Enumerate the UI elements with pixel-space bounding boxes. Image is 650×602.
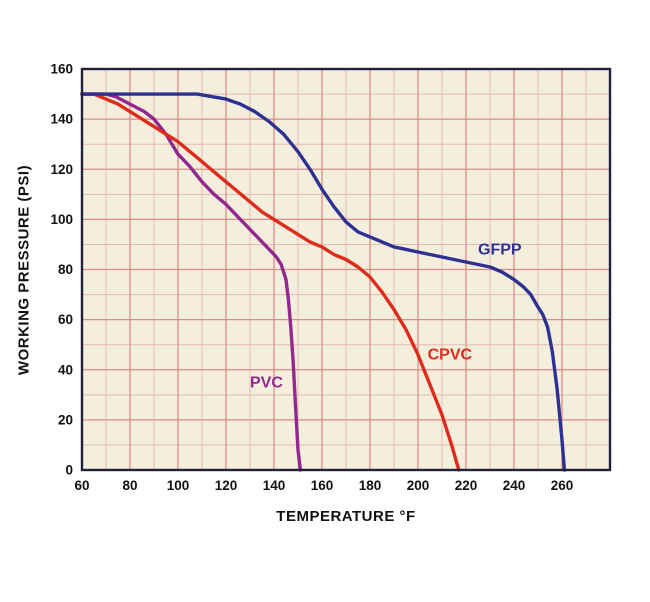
y-tick-label: 160 <box>50 62 73 77</box>
series-label-cpvc: CPVC <box>428 347 473 364</box>
y-tick-label: 20 <box>58 412 73 427</box>
x-tick-label: 100 <box>167 478 190 493</box>
x-tick-label: 260 <box>551 478 574 493</box>
y-tick-label: 40 <box>58 362 73 377</box>
curve-pvc <box>80 92 303 472</box>
plot-border <box>80 67 612 472</box>
y-tick-label: 80 <box>58 262 73 277</box>
x-tick-label: 60 <box>74 478 89 493</box>
x-tick-label: 200 <box>407 478 430 493</box>
x-tick-label: 220 <box>455 478 478 493</box>
y-tick-label: 0 <box>65 463 73 478</box>
y-tick-label: 60 <box>58 312 73 327</box>
x-tick-label: 80 <box>122 478 137 493</box>
x-tick-label: 160 <box>311 478 334 493</box>
y-tick-label: 120 <box>50 162 73 177</box>
curve-gfpp <box>80 92 567 472</box>
series-label-gfpp: GFPP <box>478 242 522 259</box>
curve-cpvc <box>80 92 461 472</box>
y-tick-label: 100 <box>50 212 73 227</box>
x-tick-label: 120 <box>215 478 238 493</box>
x-axis-title: TEMPERATURE °F <box>276 508 416 525</box>
x-tick-label: 180 <box>359 478 382 493</box>
x-tick-label: 240 <box>503 478 526 493</box>
y-tick-label: 140 <box>50 112 73 127</box>
x-tick-label: 140 <box>263 478 286 493</box>
y-axis-title: WORKING PRESSURE (PSI) <box>15 164 33 376</box>
series-label-pvc: PVC <box>250 374 283 391</box>
